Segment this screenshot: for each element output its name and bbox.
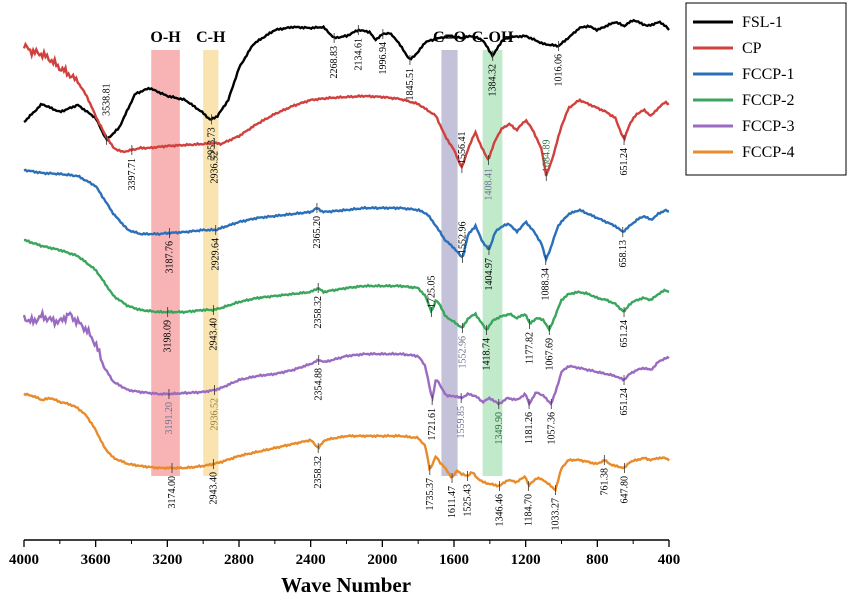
peak-label: 2943.40 xyxy=(208,318,219,351)
peak-label: 2358.32 xyxy=(313,296,324,329)
legend-label-fccp-3: FCCP-3 xyxy=(742,118,794,135)
peak-label: 1057.36 xyxy=(546,412,557,445)
peak-label: 1725.05 xyxy=(427,276,438,309)
spectrum-lines xyxy=(22,18,670,493)
peak-label: 3397.71 xyxy=(127,158,138,191)
peak-label: 2953.73 xyxy=(206,127,217,159)
peak-label: 1016.06 xyxy=(554,54,565,87)
band-oh xyxy=(151,50,180,476)
peak-label: 1384.32 xyxy=(488,64,499,97)
peak-label: 2358.32 xyxy=(313,456,324,489)
legend-box xyxy=(685,2,847,176)
band-highlights: O-H C-H C=O C-OH xyxy=(150,29,514,476)
legend-label-fccp-2: FCCP-2 xyxy=(742,92,794,109)
peak-label: 1735.37 xyxy=(425,478,436,511)
peak-label: 1408.41 xyxy=(483,168,494,201)
peak-label: 647.80 xyxy=(620,476,631,504)
peak-label: 2936.52 xyxy=(209,151,220,184)
legend-label-fsl-1: FSL-1 xyxy=(742,14,783,31)
peak-label: 651.24 xyxy=(619,388,630,416)
peak-label: 651.24 xyxy=(619,148,630,176)
legend: FSL-1 CP FCCP-1 FCCP-2 FCCP-3 FCCP-4 xyxy=(685,2,847,176)
series-line-fccp-1 xyxy=(23,168,669,263)
x-tick-label: 3200 xyxy=(152,552,182,568)
band-label: C=O xyxy=(433,29,466,46)
legend-label-fccp-4: FCCP-4 xyxy=(742,144,794,161)
band-label: C-H xyxy=(196,29,226,46)
peak-label: 3538.81 xyxy=(102,83,113,115)
peak-label: 1184.70 xyxy=(523,494,534,526)
peak-label: 1556.41 xyxy=(457,132,468,165)
peak-label: 1559.85 xyxy=(456,406,467,439)
peak-label: 1525.43 xyxy=(462,484,473,517)
x-tick-label: 3600 xyxy=(81,552,111,568)
peak-label: 1996.94 xyxy=(378,42,389,75)
peak-label: 3198.09 xyxy=(163,320,174,353)
peak-label: 651.24 xyxy=(619,320,630,348)
peak-label: 2354.88 xyxy=(314,368,325,401)
peak-label: 1418.74 xyxy=(481,338,492,371)
x-tick-label: 1600 xyxy=(439,552,469,568)
peak-label: 658.13 xyxy=(618,240,629,268)
peak-label: 1721.61 xyxy=(427,408,438,441)
peak-label: 2268.83 xyxy=(329,46,340,79)
peak-label: 761.38 xyxy=(599,468,610,496)
peak-label: 1033.27 xyxy=(551,498,562,531)
peak-label: 1181.26 xyxy=(524,412,535,444)
peak-label: 1552.96 xyxy=(457,222,468,255)
peak-label: 1349.90 xyxy=(494,412,505,445)
peak-label: 1552.96 xyxy=(457,336,468,369)
peak-label: 1346.46 xyxy=(495,494,506,527)
x-axis: 4000 3600 3200 2800 2400 2000 1600 1200 800 400 xyxy=(9,539,681,568)
peak-label: 1845.51 xyxy=(405,68,416,101)
peak-label: 3191.20 xyxy=(164,402,175,435)
x-tick-label: 2800 xyxy=(224,552,254,568)
series-line-fccp-3 xyxy=(22,307,670,407)
peak-label: 1067.69 xyxy=(544,338,555,371)
x-tick-label: 1200 xyxy=(511,552,541,568)
peak-label: 3174.00 xyxy=(167,476,178,509)
band-ch xyxy=(203,50,219,476)
series-line-fccp-4 xyxy=(23,392,670,493)
peak-label: 3187.76 xyxy=(164,241,175,274)
x-tick-label: 2400 xyxy=(296,552,326,568)
x-tick-label: 4000 xyxy=(9,552,39,568)
x-tick-label: 2000 xyxy=(367,552,397,568)
peak-label: 1404.97 xyxy=(484,258,495,291)
peak-label: 2943.40 xyxy=(208,472,219,505)
x-tick-label: 800 xyxy=(586,552,609,568)
peak-label: 2365.20 xyxy=(312,216,323,249)
series-line-cp xyxy=(22,41,670,177)
peak-label: 1177.82 xyxy=(525,332,536,364)
peak-label: 2134.61 xyxy=(353,38,364,71)
series-line-fccp-2 xyxy=(23,238,670,333)
legend-label-fccp-1: FCCP-1 xyxy=(742,66,794,83)
band-label: O-H xyxy=(150,29,181,46)
peak-label: 2929.64 xyxy=(211,238,222,271)
peak-annotations: 3538.81 2953.73 2268.83 2134.61 1996.94 1845.… xyxy=(102,25,631,531)
peak-label: 2936.52 xyxy=(209,398,220,431)
x-axis-title: Wave Number xyxy=(281,573,411,597)
peak-label: 1088.34 xyxy=(541,268,552,301)
series-line-fsl-1 xyxy=(23,18,670,143)
legend-label-cp: CP xyxy=(742,40,762,57)
peak-label: 1611.47 xyxy=(447,486,458,518)
peak-label: 1084.89 xyxy=(541,140,552,173)
band-co xyxy=(441,50,458,476)
x-tick-label: 400 xyxy=(658,552,681,568)
